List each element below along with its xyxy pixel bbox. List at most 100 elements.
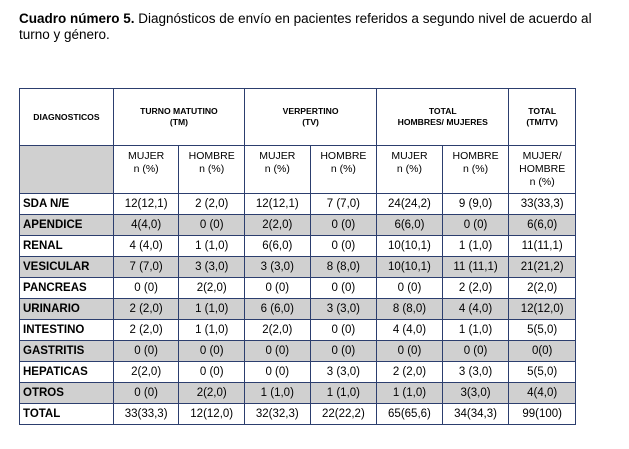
table-cell: 2(2,0) — [244, 319, 311, 341]
table-cell: 4 (4,0) — [376, 319, 443, 341]
table-cell: 21(21,2) — [508, 256, 576, 278]
subheader-cell: MUJER n (%) — [244, 145, 311, 194]
subheader-cell: HOMBRE n (%) — [309, 145, 378, 194]
table-cell: 3 (3,0) — [178, 256, 245, 278]
table-cell: 11 (11,1) — [441, 256, 510, 278]
table-row: VESICULAR 7 (7,0) 3 (3,0) 3 (3,0) 8 (8,0) 10(… — [19, 256, 576, 278]
table-cell: 99(100) — [508, 403, 576, 425]
table-cell: 1 (1,0) — [376, 382, 443, 404]
table-cell: 33(33,3) — [112, 403, 180, 425]
table-cell: 0 (0) — [112, 382, 180, 404]
table-cell: 12(12,0) — [178, 403, 245, 425]
row-label: URINARIO — [19, 298, 114, 320]
header-diagnosticos: DIAGNOSTICOS — [19, 88, 114, 146]
table-cell: 2 (2,0) — [441, 277, 510, 299]
row-label: PANCREAS — [19, 277, 114, 299]
table-cell: 0 (0) — [309, 235, 378, 257]
table-cell: 1 (1,0) — [441, 319, 510, 341]
table-cell: 10(10,1) — [376, 256, 443, 278]
table-row: GASTRITIS 0 (0) 0 (0) 0 (0) 0 (0) 0 (0) 0 (0) 0… — [19, 340, 576, 362]
table-cell: 8 (8,0) — [376, 298, 443, 320]
row-label: RENAL — [19, 235, 114, 257]
table-cell: 12(12,1) — [244, 193, 311, 215]
table-cell: 0 (0) — [309, 214, 378, 236]
table-cell: 2(2,0) — [112, 361, 180, 383]
table-cell: 6(6,0) — [376, 214, 443, 236]
subheader-cell: HOMBRE n (%) — [441, 145, 510, 194]
table-cell: 0 (0) — [376, 340, 443, 362]
table-row: APENDICE 4(4,0) 0 (0) 2(2,0) 0 (0) 6(6,0) 0 (0… — [19, 214, 576, 236]
table-cell: 11(11,1) — [508, 235, 576, 257]
row-label: TOTAL — [19, 403, 114, 425]
table-cell: 0 (0) — [309, 340, 378, 362]
table-cell: 0 (0) — [112, 340, 180, 362]
table-cell: 32(32,3) — [244, 403, 311, 425]
table-cell: 6(6,0) — [508, 214, 576, 236]
table-row: RENAL 4 (4,0) 1 (1,0) 6(6,0) 0 (0) 10(10,1) 1 … — [19, 235, 576, 257]
table-cell: 5(5,0) — [508, 319, 576, 341]
table-cell: 1 (1,0) — [441, 235, 510, 257]
table-cell: 0 (0) — [441, 340, 510, 362]
subheader-row: MUJER n (%) HOMBRE n (%) MUJER n (%) HOMBRE… — [19, 145, 576, 194]
table-cell: 2 (2,0) — [178, 193, 245, 215]
table-row: INTESTINO 2 (2,0) 1 (1,0) 2(2,0) 0 (0) 4 (4,0… — [19, 319, 576, 341]
header-verpertino: VERPERTINO (TV) — [243, 88, 378, 146]
table-cell: 6 (6,0) — [244, 298, 311, 320]
table-cell: 65(65,6) — [376, 403, 443, 425]
header-turno-matutino: TURNO MATUTINO (TM) — [112, 88, 246, 146]
table-cell: 3 (3,0) — [441, 361, 510, 383]
table-cell: 34(34,3) — [441, 403, 510, 425]
table-row: TOTAL 33(33,3) 12(12,0) 32(32,3) 22(22,2) 65(… — [19, 403, 576, 425]
table-cell: 0 (0) — [244, 277, 311, 299]
table-cell: 2 (2,0) — [376, 361, 443, 383]
table-row: SDA N/E 12(12,1) 2 (2,0) 12(12,1) 7 (7,0) 24(… — [19, 193, 576, 215]
table-cell: 12(12,0) — [508, 298, 576, 320]
row-label: SDA N/E — [19, 193, 114, 215]
table-cell: 1 (1,0) — [178, 298, 245, 320]
table-cell: 1 (1,0) — [244, 382, 311, 404]
table-cell: 3 (3,0) — [309, 361, 378, 383]
table-cell: 2 (2,0) — [112, 319, 180, 341]
table-cell: 0 (0) — [376, 277, 443, 299]
table-cell: 6(6,0) — [244, 235, 311, 257]
row-label: GASTRITIS — [19, 340, 114, 362]
table-cell: 0 (0) — [178, 361, 245, 383]
table-cell: 4(4,0) — [508, 382, 576, 404]
subheader-cell: MUJER n (%) — [376, 145, 443, 194]
table-cell: 2(2,0) — [178, 382, 245, 404]
table-cell: 3(3,0) — [441, 382, 510, 404]
header-total-tm-tv: TOTAL (TM/TV) — [508, 88, 576, 146]
row-label: OTROS — [19, 382, 114, 404]
subheader-cell: MUJER/HOMBRE n (%) — [508, 145, 576, 194]
table-cell: 0 (0) — [178, 214, 245, 236]
header-total-hombres-mujeres: TOTAL HOMBRES/ MUJERES — [376, 88, 510, 146]
table-cell: 1 (1,0) — [309, 382, 378, 404]
table-cell: 0 (0) — [309, 319, 378, 341]
table-cell: 1 (1,0) — [178, 235, 245, 257]
table-caption: Cuadro número 5. Diagnósticos de envío e… — [19, 11, 619, 43]
table-cell: 33(33,3) — [508, 193, 576, 215]
table-cell: 0 (0) — [178, 340, 245, 362]
table-cell: 10(10,1) — [376, 235, 443, 257]
table-cell: 2(2,0) — [178, 277, 245, 299]
table-cell: 4 (4,0) — [112, 235, 180, 257]
caption-label: Cuadro número 5. — [19, 11, 135, 26]
table-cell: 7 (7,0) — [112, 256, 180, 278]
table-row: URINARIO 2 (2,0) 1 (1,0) 6 (6,0) 3 (3,0) 8 (8… — [19, 298, 576, 320]
row-label: HEPATICAS — [19, 361, 114, 383]
table-cell: 0 (0) — [309, 277, 378, 299]
table-cell: 3 (3,0) — [309, 298, 378, 320]
subheader-cell: MUJER n (%) — [112, 145, 180, 194]
table-cell: 2(2,0) — [508, 277, 576, 299]
table-cell: 4(4,0) — [112, 214, 180, 236]
table-cell: 4 (4,0) — [441, 298, 510, 320]
table-cell: 0 (0) — [244, 361, 311, 383]
subheader-empty — [19, 145, 114, 194]
table-cell: 8 (8,0) — [309, 256, 378, 278]
table-cell: 24(24,2) — [376, 193, 443, 215]
table-row: PANCREAS 0 (0) 2(2,0) 0 (0) 0 (0) 0 (0) 2 (2,0… — [19, 277, 576, 299]
header-row: DIAGNOSTICOS TURNO MATUTINO (TM) VERPERT… — [19, 88, 576, 146]
table-cell: 0(0) — [508, 340, 576, 362]
table-cell: 2 (2,0) — [112, 298, 180, 320]
table-cell: 12(12,1) — [112, 193, 180, 215]
